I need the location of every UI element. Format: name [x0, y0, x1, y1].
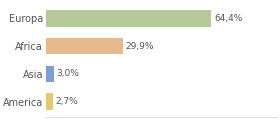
Text: 2,7%: 2,7% — [55, 97, 78, 106]
Bar — [46, 93, 53, 110]
Bar — [46, 10, 211, 27]
Bar — [46, 38, 123, 54]
Text: 64,4%: 64,4% — [214, 14, 242, 23]
Bar — [46, 66, 53, 82]
Text: 29,9%: 29,9% — [125, 42, 154, 51]
Text: 3,0%: 3,0% — [56, 69, 79, 78]
